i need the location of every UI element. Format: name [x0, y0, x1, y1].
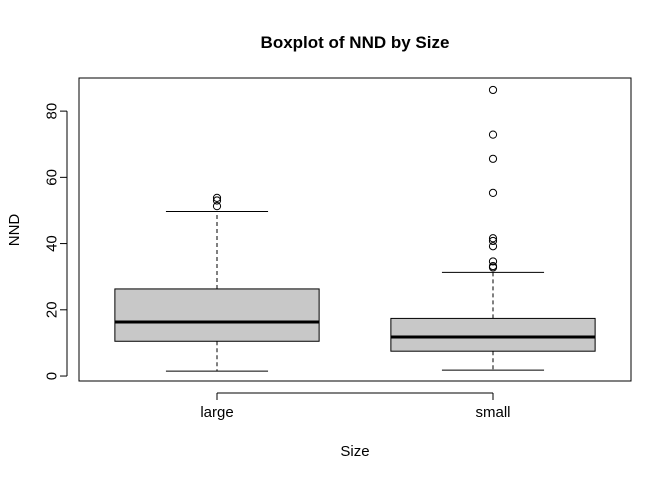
- outlier-point: [488, 236, 498, 246]
- outlier-point: [488, 154, 498, 163]
- x-tick-label: small: [475, 404, 510, 421]
- outlier-point: [488, 130, 498, 139]
- outlier-point: [488, 261, 498, 271]
- y-tick-label: 80: [43, 103, 60, 120]
- outlier-point: [488, 234, 498, 243]
- iqr-box: [390, 317, 596, 352]
- outlier-point: [212, 193, 222, 202]
- x-axis-label: Size: [340, 443, 369, 460]
- outlier-point: [212, 202, 222, 211]
- y-tick-label: 20: [43, 301, 60, 318]
- x-tick-label: large: [200, 404, 233, 421]
- outlier-point: [488, 188, 498, 198]
- chart-title: Boxplot of NND by Size: [261, 33, 450, 52]
- y-tick-label: 60: [43, 169, 60, 186]
- y-tick-label: 40: [43, 235, 60, 252]
- y-tick-label: 0: [43, 372, 60, 380]
- outlier-point: [488, 242, 498, 251]
- y-axis: 0 20 40 60 80: [43, 103, 68, 380]
- outlier-point: [488, 257, 498, 266]
- box-small: [390, 85, 596, 371]
- x-axis: large small: [200, 392, 511, 421]
- y-axis-label: NND: [6, 214, 23, 247]
- box-large: [114, 193, 320, 372]
- iqr-box: [114, 288, 320, 342]
- outlier-point: [212, 196, 222, 205]
- boxes-layer: [114, 85, 596, 372]
- plot-frame: [78, 77, 632, 382]
- outlier-point: [488, 85, 498, 95]
